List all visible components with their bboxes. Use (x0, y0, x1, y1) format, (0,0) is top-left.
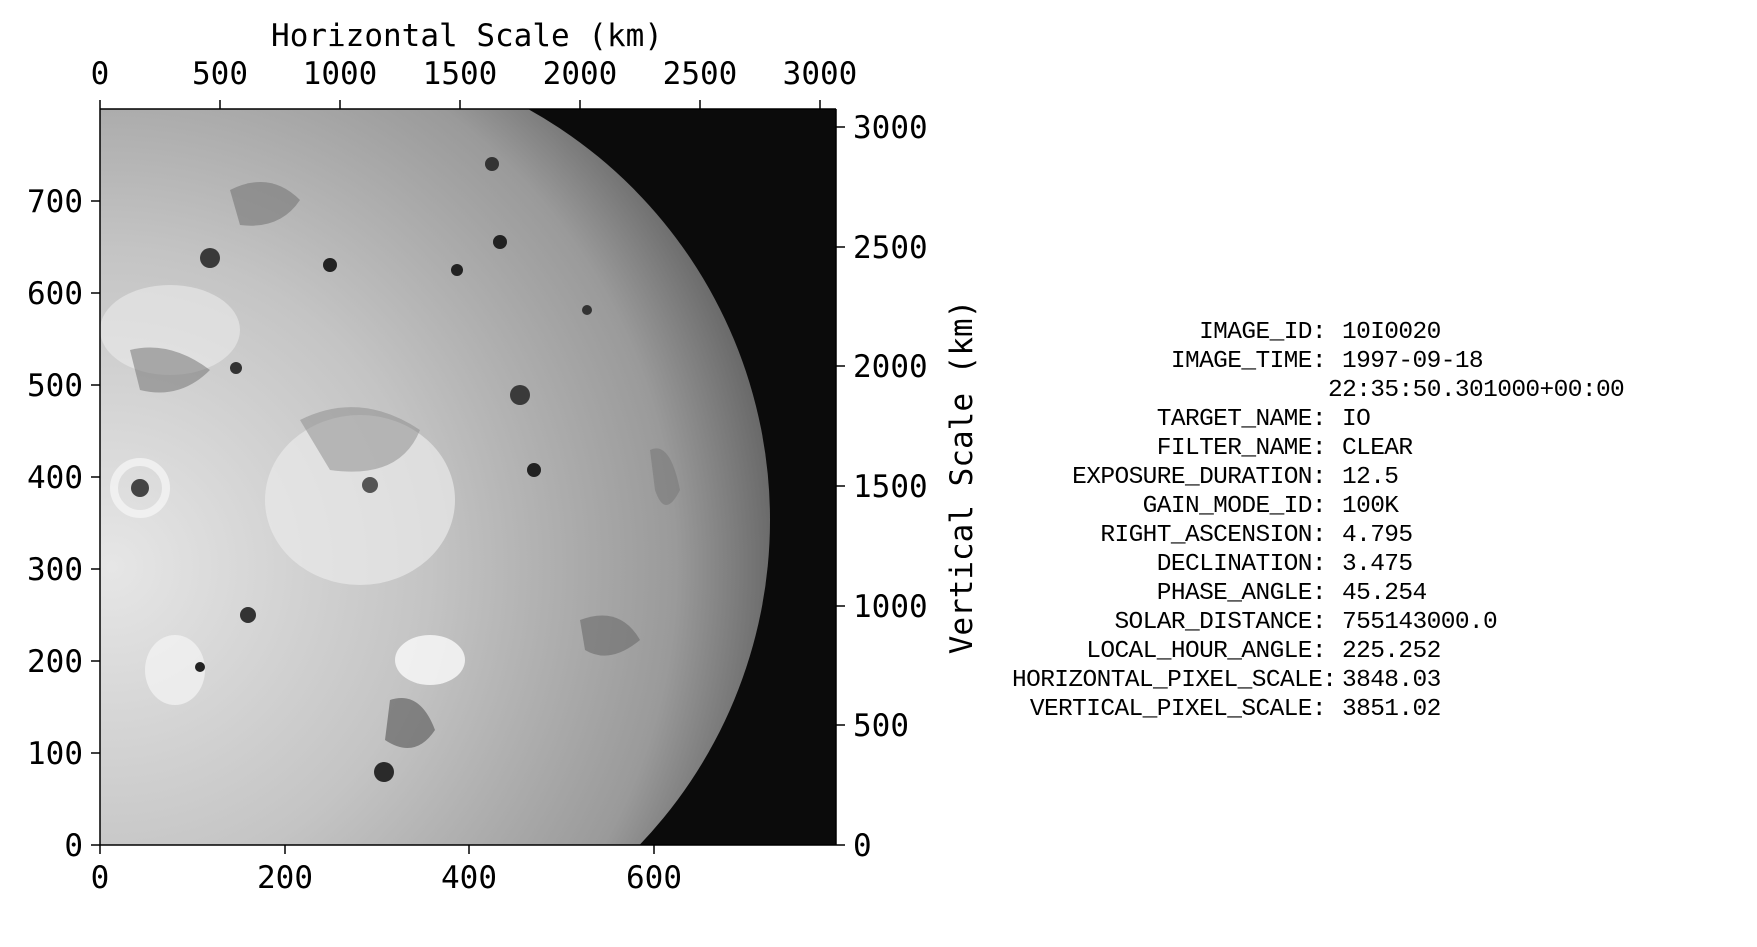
meta-key: FILTER_NAME: (1156, 435, 1327, 462)
meta-key: HORIZONTAL_PIXEL_SCALE: (1012, 667, 1337, 694)
meta-value: 3848.03 (1342, 667, 1441, 694)
meta-value: 755143000.0 (1342, 609, 1498, 636)
right-tick-label: 0 (853, 828, 872, 864)
left-tick-label: 700 (27, 184, 83, 220)
meta-key: VERTICAL_PIXEL_SCALE: (1029, 696, 1327, 723)
meta-key: GAIN_MODE_ID: (1142, 493, 1327, 520)
meta-value: 22:35:50.301000+00:00 (1328, 377, 1625, 404)
left-tick-label: 600 (27, 276, 83, 312)
meta-row-gain-mode-id: GAIN_MODE_ID: 100K (1012, 492, 1752, 521)
meta-value: CLEAR (1342, 435, 1413, 462)
meta-key: IMAGE_ID: (1199, 319, 1327, 346)
meta-key: SOLAR_DISTANCE: (1114, 609, 1326, 636)
bottom-tick-label: 0 (91, 860, 110, 896)
left-tick-label: 200 (27, 644, 83, 680)
meta-row-image-id: IMAGE_ID: 10I0020 (1012, 318, 1752, 347)
top-tick-label: 1000 (303, 56, 378, 92)
top-tick-label: 500 (192, 56, 248, 92)
meta-row-vertical-pixel-scale: VERTICAL_PIXEL_SCALE: 3851.02 (1012, 695, 1752, 724)
left-tick-label: 500 (27, 368, 83, 404)
meta-row-solar-distance: SOLAR_DISTANCE: 755143000.0 (1012, 608, 1752, 637)
meta-key: PHASE_ANGLE: (1156, 580, 1327, 607)
right-tick-label: 3000 (853, 110, 928, 146)
meta-row-image-time-cont: 22:35:50.301000+00:00 (1012, 376, 1752, 405)
top-axis-title: Horizontal Scale (km) (271, 18, 663, 54)
meta-key: RIGHT_ASCENSION: (1100, 522, 1326, 549)
meta-value: IO (1342, 406, 1371, 433)
right-tick-label: 1000 (853, 589, 928, 625)
right-tick-label: 2500 (853, 230, 928, 266)
meta-value: 45.254 (1342, 580, 1427, 607)
meta-row-right-ascension: RIGHT_ASCENSION: 4.795 (1012, 521, 1752, 550)
meta-row-exposure-duration: EXPOSURE_DURATION: 12.5 (1012, 463, 1752, 492)
right-axis: 0 500 1000 1500 2000 2500 3000 (836, 110, 928, 864)
meta-value: 1997-09-18 (1342, 348, 1484, 375)
right-tick-label: 500 (853, 708, 909, 744)
meta-row-target-name: TARGET_NAME: IO (1012, 405, 1752, 434)
top-tick-label: 1500 (423, 56, 498, 92)
top-tick-label: 2500 (663, 56, 738, 92)
meta-row-filter-name: FILTER_NAME: CLEAR (1012, 434, 1752, 463)
meta-row-local-hour-angle: LOCAL_HOUR_ANGLE: 225.252 (1012, 637, 1752, 666)
meta-row-declination: DECLINATION: 3.475 (1012, 550, 1752, 579)
left-tick-label: 400 (27, 460, 83, 496)
right-tick-label: 2000 (853, 349, 928, 385)
meta-value: 3.475 (1342, 551, 1413, 578)
meta-key: DECLINATION: (1156, 551, 1327, 578)
bottom-tick-label: 600 (626, 860, 682, 896)
meta-row-image-time: IMAGE_TIME: 1997-09-18 (1012, 347, 1752, 376)
top-tick-label: 3000 (783, 56, 858, 92)
meta-value: 4.795 (1342, 522, 1413, 549)
meta-value: 100K (1342, 493, 1399, 520)
io-image (100, 109, 836, 845)
meta-value: 3851.02 (1342, 696, 1441, 723)
meta-row-horizontal-pixel-scale: HORIZONTAL_PIXEL_SCALE: 3848.03 (1012, 666, 1752, 695)
meta-key: LOCAL_HOUR_ANGLE: (1086, 638, 1326, 665)
meta-key (1012, 376, 1312, 405)
bottom-axis: 0 200 400 600 (91, 845, 682, 896)
meta-value: 225.252 (1342, 638, 1441, 665)
bottom-tick-label: 400 (441, 860, 497, 896)
metadata-panel: IMAGE_ID: 10I0020 IMAGE_TIME: 1997-09-18 2… (1012, 318, 1752, 724)
meta-value: 10I0020 (1342, 319, 1441, 346)
meta-value: 12.5 (1342, 464, 1399, 491)
left-tick-label: 300 (27, 552, 83, 588)
bottom-tick-label: 200 (257, 860, 313, 896)
meta-key: TARGET_NAME: (1156, 406, 1327, 433)
top-tick-label: 0 (91, 56, 110, 92)
top-tick-label: 2000 (543, 56, 618, 92)
right-axis-title: Vertical Scale (km) (944, 300, 980, 655)
left-tick-label: 0 (64, 828, 83, 864)
left-tick-label: 100 (27, 736, 83, 772)
meta-key: EXPOSURE_DURATION: (1072, 464, 1326, 491)
meta-key: IMAGE_TIME: (1170, 348, 1327, 375)
meta-row-phase-angle: PHASE_ANGLE: 45.254 (1012, 579, 1752, 608)
top-axis: 0 500 1000 1500 2000 2500 3000 (91, 56, 858, 109)
right-tick-label: 1500 (853, 469, 928, 505)
left-axis: 0 100 200 300 400 500 600 700 (27, 184, 100, 864)
